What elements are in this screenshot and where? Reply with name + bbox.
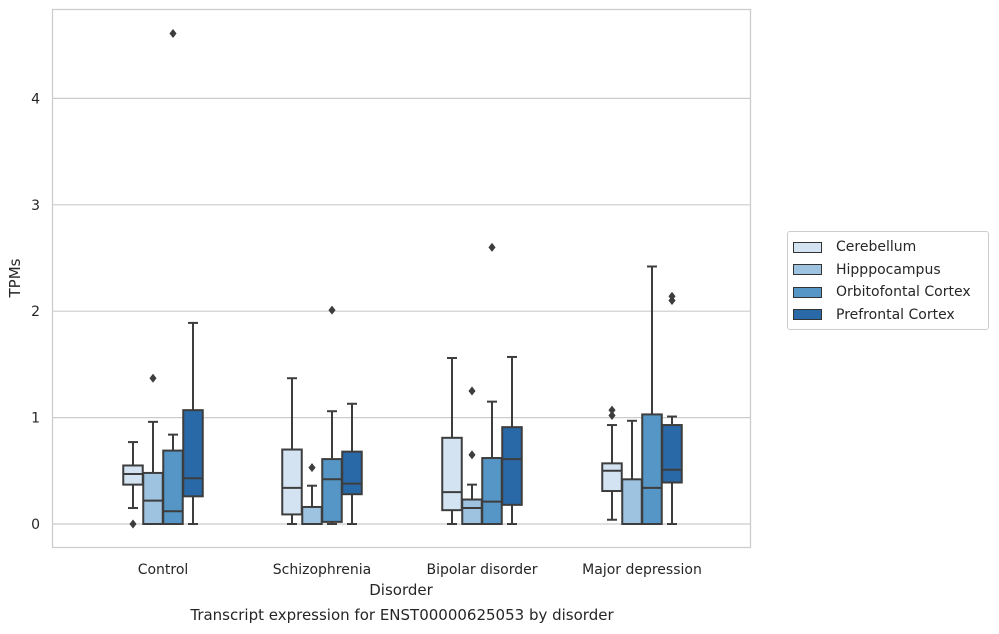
iqr-box: [142, 471, 164, 526]
iqr-box: [461, 498, 483, 526]
iqr-box: [182, 409, 204, 498]
legend-item: Orbitofontal Cortex: [788, 281, 988, 304]
outlier-point: [488, 242, 496, 252]
x-tick-label: Bipolar disorder: [426, 562, 537, 578]
box-2-1: [321, 305, 343, 525]
y-tick-labels: 0 1 2 3 4: [31, 91, 40, 533]
legend-label: Prefrontal Cortex: [836, 306, 955, 323]
box-0-1: [281, 377, 303, 525]
box-1-3: [621, 419, 643, 526]
legend-swatch: [793, 286, 822, 298]
outlier-point: [608, 405, 616, 415]
legend-item: Prefrontal Cortex: [788, 304, 988, 327]
box-3-1: [341, 402, 363, 525]
iqr-box: [501, 426, 523, 506]
box-3-3: [661, 291, 683, 525]
legend-swatch: [793, 309, 822, 321]
outlier-point: [308, 463, 316, 473]
iqr-box: [281, 448, 303, 516]
box-2-2: [481, 242, 503, 526]
box-1-0: [142, 373, 164, 526]
iqr-box: [601, 462, 623, 493]
iqr-box: [162, 449, 184, 526]
outlier-point: [468, 386, 476, 396]
legend-item: Hipppocampus: [788, 259, 988, 282]
legend-label: Orbitofontal Cortex: [836, 284, 971, 301]
x-tick-label: Control: [138, 562, 189, 578]
x-tick-label: Major depression: [582, 562, 702, 578]
box-1-1: [301, 463, 323, 526]
box-3-2: [501, 355, 523, 525]
outlier-point: [328, 305, 336, 315]
outlier-point: [129, 519, 137, 529]
box-0-0: [122, 441, 144, 529]
iqr-box: [621, 478, 643, 526]
iqr-box: [481, 457, 503, 526]
outlier-point: [169, 28, 177, 39]
y-axis-title: TPMs: [6, 258, 24, 298]
iqr-box: [441, 436, 463, 512]
iqr-box: [341, 450, 363, 496]
box-3-0: [182, 321, 204, 525]
y-tick-label: 0: [31, 517, 40, 533]
y-tick-label: 4: [31, 91, 40, 107]
iqr-box: [301, 505, 323, 526]
box-1-2: [461, 386, 483, 526]
iqr-box: [661, 424, 683, 484]
box-2-3: [641, 265, 663, 525]
x-tick-label: Schizophrenia: [273, 562, 371, 578]
y-tick-label: 2: [31, 304, 40, 320]
legend: Cerebellum Hipppocampus Orbitofontal Corte…: [787, 231, 989, 330]
legend-swatch: [793, 264, 822, 276]
boxes: [122, 28, 683, 529]
box-2-0: [162, 28, 184, 526]
iqr-box: [641, 413, 663, 525]
legend-swatch: [793, 241, 822, 253]
outlier-point: [468, 450, 476, 460]
outlier-point: [149, 373, 157, 383]
legend-label: Cerebellum: [836, 239, 917, 256]
plot-frame: [51, 8, 752, 549]
iqr-box: [321, 458, 343, 523]
legend-item: Cerebellum: [788, 236, 988, 259]
outlier-point: [668, 291, 676, 301]
y-tick-label: 1: [31, 411, 40, 427]
chart-caption: Transcript expression for ENST0000062505…: [190, 606, 614, 624]
legend-label: Hipppocampus: [836, 261, 941, 278]
x-axis-title: Disorder: [369, 581, 433, 599]
y-tick-label: 3: [31, 198, 40, 214]
x-tick-labels: Control Schizophrenia Bipolar disorder Majo…: [138, 562, 702, 578]
box-0-3: [601, 405, 623, 521]
outlier-point: [608, 410, 616, 421]
box-0-2: [441, 357, 463, 525]
iqr-box: [122, 464, 144, 486]
